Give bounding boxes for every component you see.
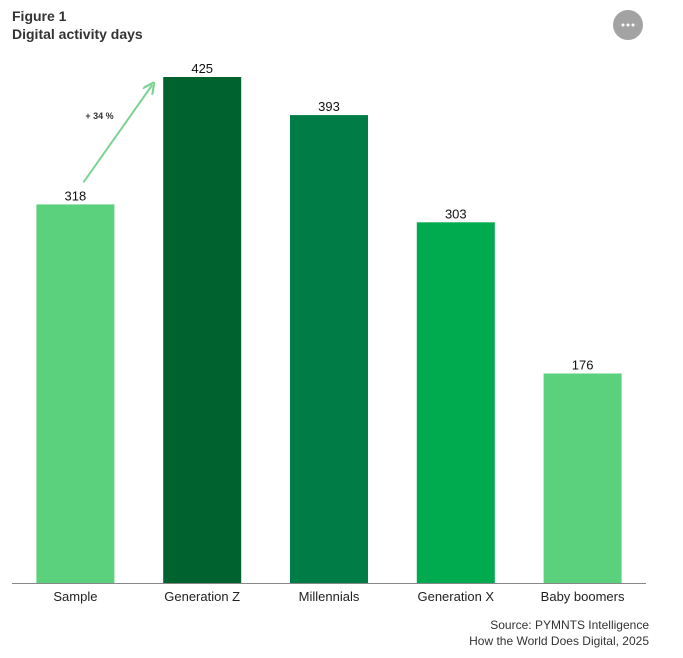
value-label-generation-x: 303	[445, 206, 467, 221]
x-tick-millennials: Millennials	[299, 589, 360, 604]
bar-sample	[36, 204, 115, 583]
x-tick-labels-group: Sample Generation Z Millennials Generation …	[53, 589, 625, 604]
value-labels-group: 318 425 393 303 176	[65, 61, 594, 373]
bar-generation-x	[416, 222, 495, 584]
bars-group	[36, 77, 622, 584]
bar-baby-boomers	[543, 373, 622, 583]
x-tick-sample: Sample	[53, 589, 97, 604]
more-horizontal-icon	[621, 23, 635, 27]
growth-annotation: + 34 %	[82, 85, 152, 183]
value-label-generation-z: 425	[191, 61, 213, 76]
x-tick-generation-z: Generation Z	[164, 589, 240, 604]
value-label-sample: 318	[65, 188, 87, 203]
source-note: Source: PYMNTS Intelligence How the Worl…	[469, 617, 649, 649]
bar-millennials	[290, 115, 368, 583]
bar-generation-z	[163, 77, 242, 583]
growth-annotation-label: + 34 %	[85, 111, 113, 121]
source-line-1: Source: PYMNTS Intelligence	[490, 618, 649, 632]
x-tick-generation-x: Generation X	[417, 589, 494, 604]
x-tick-baby-boomers: Baby boomers	[541, 589, 625, 604]
more-options-button[interactable]	[613, 10, 643, 40]
source-line-2: How the World Does Digital, 2025	[469, 634, 649, 648]
value-label-baby-boomers: 176	[572, 358, 594, 373]
figure-label: Figure 1	[12, 8, 67, 24]
chart-title: Digital activity days	[12, 26, 143, 42]
growth-arrow	[82, 85, 152, 183]
value-label-millennials: 393	[318, 99, 340, 114]
